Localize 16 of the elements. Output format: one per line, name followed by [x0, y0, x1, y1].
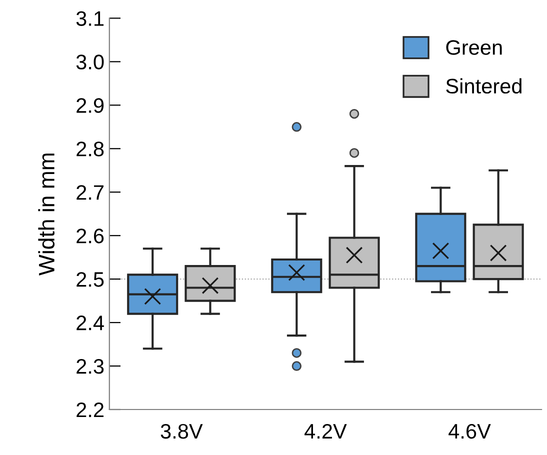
legend-label: Green — [446, 40, 502, 55]
x-tick-label: 4.2V — [304, 424, 347, 438]
y-axis-title: Width in mm — [38, 154, 55, 276]
y-tick-label: 3.0 — [76, 54, 104, 70]
y-tick-label: 2.8 — [76, 142, 104, 156]
y-tick-label: 2.9 — [76, 98, 104, 113]
y-tick-label: 2.6 — [76, 228, 104, 244]
x-tick-label: 3.8V — [160, 424, 203, 439]
y-tick-label: 2.3 — [76, 359, 104, 374]
y-tick-label: 3.1 — [76, 11, 104, 26]
legend-label: Sintered — [446, 78, 522, 94]
y-tick-label: 2.4 — [76, 316, 104, 330]
x-tick-label: 4.6V — [448, 424, 491, 439]
y-tick-label: 2.7 — [76, 185, 104, 200]
y-tick-label: 2.5 — [76, 272, 104, 287]
y-tick-label: 2.2 — [76, 402, 104, 418]
